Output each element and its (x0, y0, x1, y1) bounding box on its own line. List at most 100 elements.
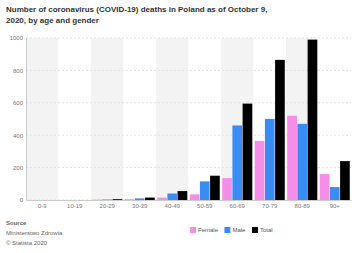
bar (157, 198, 167, 200)
legend-swatch (252, 227, 258, 233)
bar (340, 161, 350, 200)
title-line: 2020, by age and gender (6, 16, 99, 25)
y-tick: 1000 (10, 35, 26, 41)
stripe (156, 38, 189, 200)
x-tick-label: 30-39 (132, 203, 148, 209)
title: Number of coronavirus (COVID-19) deaths … (6, 5, 267, 25)
bar (135, 198, 145, 200)
bar (102, 199, 112, 200)
x-tick-label: 0-9 (38, 203, 47, 209)
y-tick-label: 600 (13, 100, 24, 106)
bar (60, 200, 70, 201)
y-tick-label: 0 (20, 197, 24, 203)
bar (320, 174, 330, 200)
stripe (189, 38, 222, 200)
y-tick-label: 200 (13, 165, 24, 171)
x-tick-label: 40-49 (165, 203, 181, 209)
x-tick: 20-29 (100, 200, 116, 209)
legend-label: Total (260, 227, 273, 233)
x-axis: 0-9 10-19 20-29 30-39 40-49 50-59 60-69 70-79 80… (27, 200, 352, 209)
bar (167, 194, 177, 200)
x-axis-line (27, 200, 352, 201)
bar (222, 178, 232, 200)
legend-label: Male (232, 227, 246, 233)
legend: Female Male Total (190, 227, 273, 233)
bar (80, 200, 90, 201)
bars (92, 40, 350, 200)
legend-item: Female (190, 227, 219, 233)
bar (330, 187, 340, 200)
chart: Number of coronavirus (COVID-19) deaths … (0, 0, 355, 253)
x-tick-label: 20-29 (100, 203, 116, 209)
bar (145, 198, 155, 200)
bar (243, 104, 253, 200)
x-tick-label: 70-79 (262, 203, 278, 209)
x-tick: 70-79 (262, 200, 278, 209)
bar (297, 124, 307, 200)
stripe (59, 38, 92, 200)
bar (287, 116, 297, 200)
grid-line (26, 38, 351, 39)
x-tick: 80-89 (295, 200, 311, 209)
x-tick: 30-39 (132, 200, 148, 209)
bar (255, 141, 265, 200)
source-text: Ministerstwo Zdrowia (6, 230, 63, 236)
bar (48, 200, 58, 201)
stripe (124, 38, 157, 200)
x-tick-label: 60-69 (230, 203, 246, 209)
stripes (26, 38, 351, 200)
x-tick: 40-49 (165, 200, 181, 209)
y-axis: 0 200 400 600 800 1000 (10, 35, 27, 203)
legend-swatch (190, 227, 196, 233)
bar (232, 125, 242, 200)
y-tick: 0 (20, 197, 26, 203)
grid-line (26, 70, 351, 71)
y-tick: 800 (13, 68, 26, 74)
legend-label: Female (198, 227, 219, 233)
bar (92, 199, 102, 200)
bar (27, 200, 37, 201)
bar (190, 194, 200, 200)
y-tick-label: 400 (13, 133, 24, 139)
stripe (26, 38, 59, 200)
series-bars (102, 119, 339, 200)
x-tick: 90+ (330, 200, 341, 209)
bar (200, 181, 210, 200)
bar (113, 199, 123, 200)
x-tick: 10-19 (67, 200, 83, 209)
x-tick-label: 10-19 (67, 203, 83, 209)
bar (265, 119, 275, 200)
grid (26, 38, 351, 200)
bar (210, 176, 220, 200)
series-bars (92, 116, 329, 200)
stripe (91, 38, 124, 200)
x-tick-label: 80-89 (295, 203, 311, 209)
y-tick: 600 (13, 100, 26, 106)
x-tick: 60-69 (230, 200, 246, 209)
legend-swatch (224, 227, 230, 233)
x-tick-label: 50-59 (197, 203, 213, 209)
stripe (286, 38, 319, 200)
source-text: © Statista 2020 (6, 240, 48, 246)
legend-item: Male (224, 227, 246, 233)
chart-container: Number of coronavirus (COVID-19) deaths … (0, 0, 355, 253)
y-axis-line (26, 39, 27, 201)
x-tick: 0-9 (38, 200, 47, 209)
bar (125, 199, 135, 200)
x-tick-label: 90+ (330, 203, 341, 209)
title-line: Number of coronavirus (COVID-19) deaths … (6, 5, 267, 14)
y-tick: 200 (13, 165, 26, 171)
stripe (319, 38, 352, 200)
bar (275, 60, 285, 200)
legend-item: Total (252, 227, 273, 233)
bar (178, 191, 188, 200)
stripe (221, 38, 254, 200)
y-tick: 400 (13, 133, 26, 139)
x-tick: 50-59 (197, 200, 213, 209)
source-text: Source (6, 220, 27, 226)
bar (37, 200, 47, 201)
y-tick-label: 800 (13, 68, 24, 74)
y-tick-label: 1000 (10, 35, 24, 41)
bar (70, 200, 80, 201)
grid-line (26, 102, 351, 103)
